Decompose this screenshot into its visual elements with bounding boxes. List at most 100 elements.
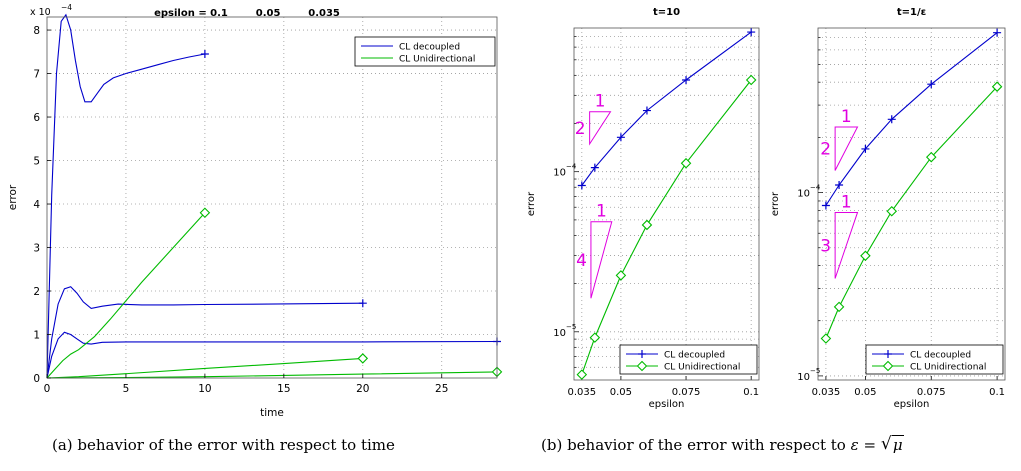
b1-ytick-label-base-0: 10 — [553, 168, 566, 179]
a-ytick-label-4: 4 — [33, 199, 40, 211]
a-y-exponent-label: x 10 — [30, 7, 51, 18]
b2-series-1-point-2 — [860, 250, 871, 262]
a-ytick-label-3: 3 — [33, 243, 40, 255]
a-series-2-line — [46, 331, 498, 379]
a-legend-label-0: CL decoupled — [399, 43, 460, 53]
b1-xtick-label-1: 0.05 — [610, 387, 632, 398]
b2-legend-label-0: CL decoupled — [910, 351, 971, 361]
b2-series-1-point-0 — [820, 333, 832, 344]
b1-series-0-point-1 — [590, 163, 599, 172]
b1-slope-rise-0: 2 — [575, 119, 586, 139]
a-plot-frame — [46, 16, 498, 379]
b1-series-0-point-5 — [747, 28, 756, 37]
b1-ytick-label-exp-0: −4 — [566, 163, 577, 171]
b1-xtick-label-2: 0.075 — [672, 387, 701, 398]
caption-b: (b) behavior of the error with respect t… — [541, 434, 904, 454]
b2-slope-run-1: 1 — [841, 192, 852, 212]
b1-slope-run-1: 1 — [596, 202, 607, 222]
a-ytick-label-6: 6 — [33, 112, 40, 124]
b2-ylabel: error — [770, 191, 781, 216]
b2-xtick-label-0: 0.035 — [812, 387, 841, 398]
b2-xtick-label-1: 0.05 — [854, 387, 876, 398]
b2-legend-marker-1 — [882, 360, 894, 372]
b2-slope-run-0: 1 — [841, 107, 852, 127]
b1-legend-label-0: CL decoupled — [664, 351, 725, 361]
b1-series-0-point-0 — [577, 181, 586, 190]
b2-series-0-point-2 — [861, 144, 870, 153]
a-ytick-label-5: 5 — [33, 156, 40, 168]
b2-series-1-line — [825, 86, 998, 339]
b1-series-1-point-1 — [589, 332, 601, 343]
a-series-1-end-marker — [358, 299, 367, 308]
b2-xtick-label-2: 0.075 — [917, 387, 946, 398]
b2-series-0-point-3 — [887, 115, 896, 124]
b2-xtick-label-3: 0.1 — [989, 387, 1005, 398]
a-ytick-label-2: 2 — [33, 286, 40, 298]
b2-series-0-point-0 — [821, 201, 830, 210]
b2-series-1-point-1 — [833, 301, 845, 313]
b2-series-1-point-5 — [991, 81, 1003, 92]
b2-slope-triangle-1 — [834, 211, 859, 279]
a-xtick-label-2: 10 — [198, 383, 211, 395]
b1-series-0-point-2 — [616, 133, 625, 142]
a-title: epsilon = 0.1 0.05 0.035 — [154, 8, 340, 19]
b2-ytick-label-base-0: 10 — [797, 189, 810, 200]
a-xtick-label-0: 0 — [44, 383, 51, 395]
a-legend-label-1: CL Unidirectional — [399, 55, 475, 65]
b2-series-0-point-1 — [835, 180, 844, 189]
b2-series-0-point-5 — [993, 28, 1002, 37]
b2-series-0-line — [825, 32, 998, 206]
b2-series-1-point-4 — [925, 151, 937, 163]
b2-ytick-label-exp-0: −4 — [810, 184, 821, 192]
b2-ytick-label-base-1: 10 — [797, 372, 810, 383]
a-series-0-line — [46, 13, 206, 379]
b1-series-0-line — [581, 31, 752, 186]
a-y-exponent-power: −4 — [61, 3, 72, 12]
b1-plot-frame — [573, 27, 760, 381]
b1-xtick-label-0: 0.035 — [567, 387, 596, 398]
b1-series-1-line — [581, 79, 752, 375]
caption-a: (a) behavior of the error with respect t… — [52, 436, 395, 454]
a-series-3-end-marker — [199, 207, 211, 219]
b2-series-1-point-3 — [886, 205, 898, 217]
b1-slope-run-0: 1 — [595, 92, 606, 112]
b1-series-0-point-3 — [642, 106, 651, 115]
a-series-4-line — [46, 357, 363, 379]
b2-plot-frame — [817, 27, 1006, 381]
a-ytick-label-0: 0 — [33, 373, 40, 385]
a-ytick-label-7: 7 — [33, 69, 40, 81]
b1-title: t=10 — [653, 7, 680, 18]
a-xtick-label-1: 5 — [123, 383, 130, 395]
b1-legend-marker-1 — [636, 360, 648, 372]
a-xtick-label-4: 20 — [356, 383, 369, 395]
b2-slope-rise-1: 3 — [820, 236, 831, 256]
b1-xtick-label-3: 0.1 — [743, 387, 759, 398]
b1-slope-rise-1: 4 — [576, 251, 587, 271]
b1-slope-triangle-0 — [589, 111, 612, 146]
a-series-4-end-marker — [357, 353, 369, 364]
b2-slope-rise-0: 2 — [820, 140, 831, 160]
b1-legend-label-1: CL Unidirectional — [664, 363, 740, 373]
a-ytick-label-1: 1 — [33, 330, 40, 342]
b1-xlabel: epsilon — [649, 399, 685, 410]
a-xtick-label-5: 25 — [435, 383, 448, 395]
b1-series-0-point-4 — [682, 75, 691, 84]
a-xtick-label-3: 15 — [277, 383, 290, 395]
b1-ytick-label-exp-1: −5 — [566, 323, 576, 331]
b2-xlabel: epsilon — [894, 399, 930, 410]
a-ylabel: error — [7, 184, 19, 210]
b2-ytick-label-exp-1: −5 — [810, 367, 820, 375]
a-series-1-line — [46, 286, 363, 379]
b2-series-0-point-4 — [927, 80, 936, 89]
b1-ytick-label-base-1: 10 — [553, 328, 566, 339]
b1-series-1-point-3 — [641, 219, 653, 231]
b2-legend-label-1: CL Unidirectional — [910, 363, 986, 373]
b1-ylabel: error — [526, 191, 537, 216]
a-series-0-end-marker — [200, 49, 209, 58]
b2-title: t=1/ε — [897, 7, 926, 18]
a-legend-box — [354, 36, 496, 67]
b2-slope-triangle-0 — [834, 126, 859, 171]
b1-legend-marker-0 — [638, 350, 646, 358]
b1-series-1-point-4 — [680, 157, 692, 169]
